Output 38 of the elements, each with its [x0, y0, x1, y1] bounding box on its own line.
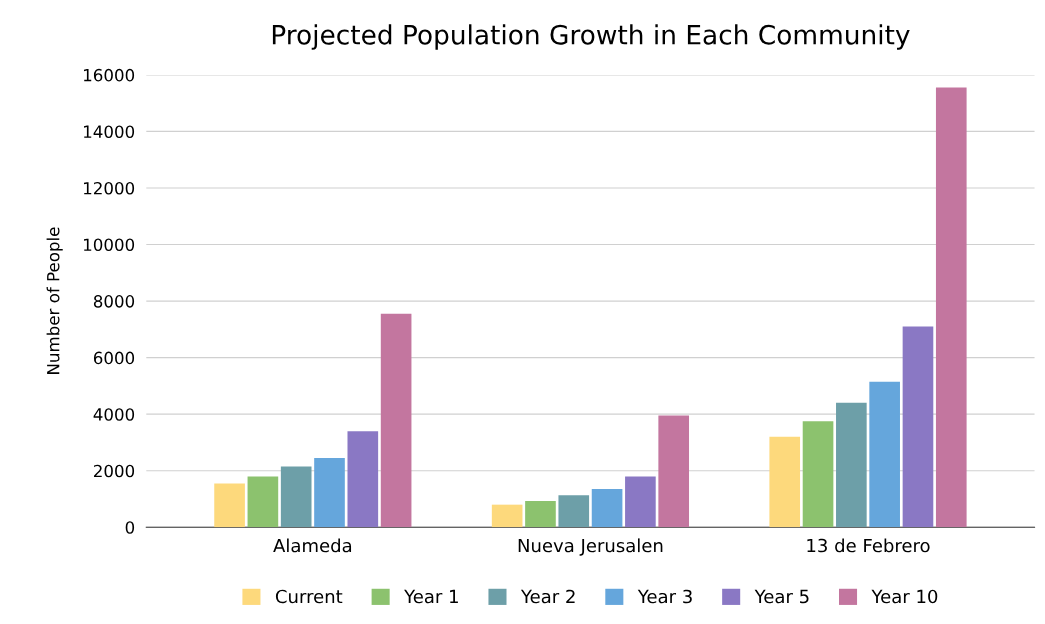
bar	[802, 421, 834, 528]
bar	[869, 381, 900, 528]
bar	[625, 476, 656, 528]
y-tick-label: 12000	[84, 181, 135, 195]
chart-title: Projected Population Growth in Each Community	[272, 24, 910, 50]
y-tick-label: 14000	[84, 125, 135, 138]
x-tick-label: 13 de Febrero	[807, 538, 930, 553]
bar	[935, 87, 967, 528]
y-tick-label: 6000	[93, 351, 135, 365]
legend-label: Year 10	[871, 589, 938, 604]
x-tick-label: Alameda	[273, 538, 352, 553]
bar	[214, 483, 245, 528]
bar	[247, 476, 279, 528]
bar	[558, 495, 590, 528]
bar	[280, 466, 312, 528]
bar	[525, 500, 556, 528]
bar	[380, 313, 412, 528]
y-tick-label: 4000	[93, 408, 135, 421]
y-tick-label: 0	[125, 521, 135, 534]
bar	[836, 402, 867, 528]
bar	[902, 326, 934, 528]
legend-label: Year 5	[754, 589, 809, 604]
legend-label: Current	[275, 589, 343, 604]
bar	[769, 436, 801, 528]
bar	[591, 489, 623, 528]
bar	[314, 458, 345, 528]
bar	[491, 504, 523, 528]
x-tick-label: Nueva Jerusalen	[518, 538, 663, 556]
legend-label: Year 3	[637, 589, 692, 604]
legend-label: Year 2	[520, 589, 575, 604]
y-axis-title: Number of People	[46, 227, 63, 374]
bar	[658, 415, 690, 528]
y-tick-label: 8000	[93, 295, 135, 308]
legend-label: Year 1	[404, 589, 458, 604]
y-tick-label: 16000	[84, 68, 135, 82]
y-tick-label: 10000	[84, 238, 135, 252]
y-tick-label: 2000	[93, 464, 135, 478]
bar	[347, 431, 379, 528]
